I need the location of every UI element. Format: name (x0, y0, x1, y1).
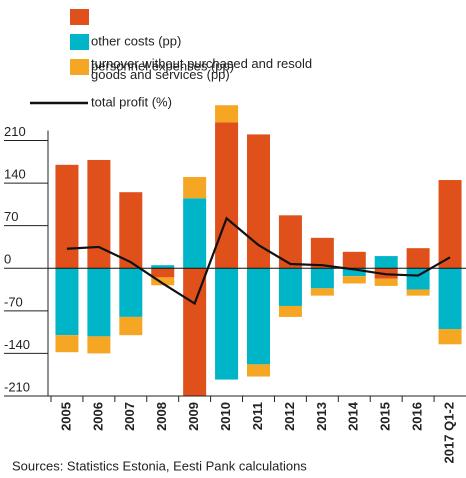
bar-segment (87, 268, 111, 337)
bar-segment (278, 215, 302, 269)
x-tick-label: 2009 (186, 402, 201, 431)
bar-segment (55, 335, 79, 353)
bar-segment (151, 268, 175, 278)
bar-segment (438, 268, 462, 330)
y-tick-label: -210 (4, 379, 30, 394)
bar-segment (119, 192, 143, 269)
bar-segment (342, 276, 366, 284)
bar-segment (310, 268, 334, 289)
bar-segment (87, 159, 111, 269)
x-tick-label: 2005 (58, 402, 73, 431)
bar-segment (247, 134, 270, 269)
bar-segment (119, 316, 143, 336)
x-tick-label: 2010 (218, 402, 233, 431)
bar-segment (183, 268, 207, 396)
bar-segment (278, 268, 302, 306)
bar-segment (247, 268, 270, 365)
y-tick-label: 0 (4, 252, 11, 267)
bar-segment (438, 180, 462, 269)
y-tick-label: 140 (4, 167, 26, 182)
legend-label-line: turnover without purchased and resold (91, 56, 312, 71)
bar-segment (151, 265, 175, 269)
legend-swatch (70, 59, 89, 75)
bar-segment (215, 268, 239, 380)
x-tick-label: 2014 (346, 401, 361, 431)
legend-label: personnel expenses (pp) (91, 58, 234, 73)
x-tick-label: 2016 (410, 402, 425, 431)
x-tick-label: 2006 (90, 402, 105, 431)
legend-label: turnover without purchased and resold goo… (91, 56, 312, 82)
legend-label-line: goods and services (pp) (91, 67, 230, 82)
bar-segment (55, 164, 79, 269)
legend-label: total profit (%) (91, 94, 172, 109)
x-tick-label: 2015 (378, 402, 393, 431)
bar-segment (215, 122, 239, 269)
bar-segment (310, 237, 334, 269)
bar-segment (247, 364, 270, 377)
profit-line (66, 216, 451, 306)
bar-segment (374, 256, 398, 269)
bar-segment (278, 305, 302, 317)
bar-segment (310, 288, 334, 296)
bar-segment (374, 278, 398, 286)
bar-segment (438, 329, 462, 345)
legend-label: other costs (pp) (91, 33, 181, 48)
bar-segment (183, 198, 207, 269)
plot (55, 105, 462, 396)
source: Sources: Statistics Estonia, Eesti Pank … (12, 458, 307, 473)
bar-segment (183, 177, 207, 199)
bar-segment (151, 277, 175, 286)
legend-swatch (70, 34, 89, 50)
bar-segment (342, 251, 366, 269)
y-tick-label: 70 (4, 209, 18, 224)
x-tick-label: 2017 Q1-2 (441, 402, 456, 463)
bar-segment (406, 268, 430, 290)
bar-segment (119, 268, 143, 317)
bar-segment (215, 105, 239, 123)
bar-segment (406, 289, 430, 296)
bar-segment (87, 336, 111, 354)
x-tick-label: 2008 (154, 402, 169, 431)
x-tick-label: 2007 (122, 402, 137, 431)
bar-segment (342, 268, 366, 277)
x-tick-label: 2011 (250, 402, 265, 430)
y-tick-label: -140 (4, 337, 30, 352)
x-tick-label: 2012 (282, 402, 297, 431)
legend-swatch (70, 9, 89, 25)
y-tick-label: -70 (4, 294, 23, 309)
bar-segment (406, 248, 430, 269)
y-tick-label: 210 (4, 124, 26, 139)
x-tick-label: 2013 (314, 402, 329, 431)
bar-segment (55, 268, 79, 336)
